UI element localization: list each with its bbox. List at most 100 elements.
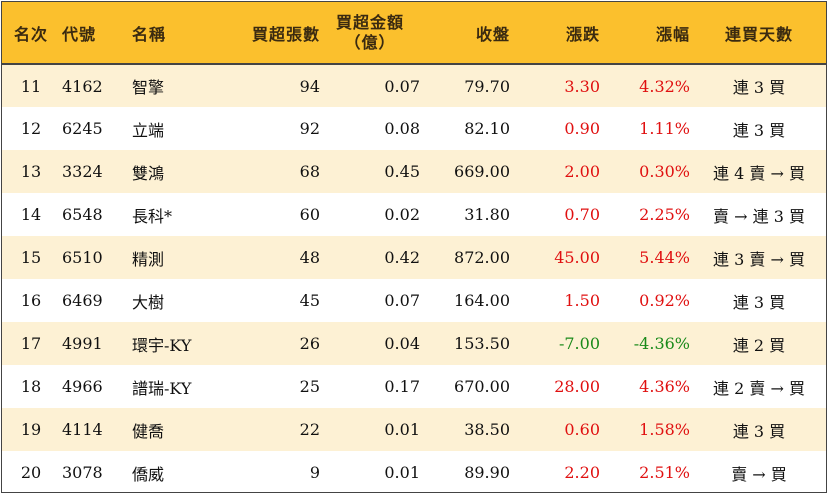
header-name: 名稱 (130, 2, 226, 65)
cell-change: 28.00 (554, 377, 600, 396)
cell-streak: 連 3 買 (732, 78, 786, 97)
table-row: 14 6548 長科* 60 0.02 31.80 0.70 2.25% 賣 →… (2, 193, 826, 236)
header-row: 名次 代號 名稱 買超張數 買超金額 （億） 收盤 漲跌 漲幅 連買天數 (2, 2, 826, 65)
cell-streak: 連 2 買 (732, 335, 786, 355)
cell-change: 2.00 (564, 162, 600, 181)
cell-code: 6510 (62, 248, 103, 267)
cell-close: 79.70 (464, 76, 510, 96)
cell-lots: 26 (299, 334, 320, 353)
cell-amount: 0.01 (384, 463, 420, 482)
cell-close: 670.00 (454, 377, 510, 396)
cell-code: 4162 (62, 76, 103, 96)
cell-lots: 60 (299, 205, 320, 224)
cell-name: 智擎 (132, 78, 165, 97)
cell-change: -7.00 (558, 334, 600, 353)
cell-streak: 連 3 買 (732, 421, 786, 441)
cell-close: 669.00 (454, 162, 510, 181)
cell-pct: 4.32% (639, 76, 690, 96)
table-row: 12 6245 立端 92 0.08 82.10 0.90 1.11% 連 3 … (2, 107, 826, 150)
cell-amount: 0.04 (384, 334, 420, 353)
cell-rank: 11 (20, 76, 42, 96)
cell-pct: 5.44% (639, 248, 690, 267)
cell-lots: 94 (299, 76, 320, 96)
cell-rank: 20 (20, 463, 42, 482)
table-row: 19 4114 健喬 22 0.01 38.50 0.60 1.58% 連 3 … (2, 408, 826, 451)
header-net-buy-amount-line2: （億） (344, 32, 396, 52)
cell-lots: 9 (309, 463, 320, 482)
cell-streak: 連 3 買 (732, 292, 786, 312)
cell-change: 0.60 (564, 420, 600, 439)
cell-streak: 連 4 賣 → 買 (713, 163, 805, 183)
table-row: 20 3078 僑威 9 0.01 89.90 2.20 2.51% 賣 → 買 (2, 451, 826, 492)
cell-change: 0.90 (564, 119, 600, 138)
header-net-buy-amount: 買超金額 （億） (320, 2, 420, 65)
cell-pct: 1.11% (639, 119, 690, 138)
cell-name: 精測 (132, 249, 165, 269)
header-code: 代號 (60, 2, 130, 65)
cell-streak: 連 3 賣 → 買 (713, 249, 805, 269)
cell-amount: 0.17 (384, 377, 420, 396)
table-row: 17 4991 環宇-KY 26 0.04 153.50 -7.00 -4.36… (2, 322, 826, 365)
header-net-buy-amount-line1: 買超金額 (335, 12, 404, 32)
cell-close: 164.00 (454, 291, 510, 310)
cell-rank: 18 (20, 377, 42, 396)
header-net-buy-lots: 買超張數 (226, 2, 320, 65)
table-body: 11 4162 智擎 94 0.07 79.70 3.30 4.32% 連 3 … (2, 64, 826, 492)
cell-streak: 連 3 買 (732, 120, 786, 140)
cell-amount: 0.07 (384, 76, 420, 96)
cell-name: 雙鴻 (132, 163, 165, 183)
cell-close: 82.10 (464, 119, 510, 138)
cell-pct: 0.30% (639, 162, 690, 181)
cell-rank: 13 (20, 162, 42, 181)
cell-pct: 2.25% (639, 205, 690, 224)
header-close: 收盤 (420, 2, 510, 65)
cell-lots: 22 (299, 420, 320, 439)
cell-close: 31.80 (464, 205, 510, 224)
cell-streak: 賣 → 買 (731, 464, 787, 484)
table-row: 13 3324 雙鴻 68 0.45 669.00 2.00 0.30% 連 4… (2, 150, 826, 193)
cell-name: 健喬 (132, 421, 165, 441)
cell-amount: 0.45 (384, 162, 420, 181)
header-change: 漲跌 (510, 2, 600, 65)
cell-code: 4991 (62, 334, 103, 353)
cell-streak: 連 2 賣 → 買 (713, 378, 805, 398)
cell-pct: 2.51% (639, 463, 690, 482)
cell-streak: 賣 → 連 3 買 (713, 206, 805, 226)
cell-name: 大樹 (132, 292, 165, 312)
cell-name: 僑威 (132, 464, 165, 484)
cell-amount: 0.07 (384, 291, 420, 310)
cell-rank: 19 (20, 420, 42, 439)
table-row: 11 4162 智擎 94 0.07 79.70 3.30 4.32% 連 3 … (2, 64, 826, 107)
cell-change: 3.30 (564, 76, 600, 96)
cell-rank: 12 (20, 119, 42, 138)
cell-pct: 4.36% (639, 377, 690, 396)
header-pct: 漲幅 (600, 2, 690, 65)
cell-name: 長科* (132, 206, 173, 226)
cell-name: 立端 (132, 120, 165, 140)
cell-code: 4114 (62, 420, 103, 439)
cell-lots: 68 (299, 162, 320, 181)
cell-change: 1.50 (564, 291, 600, 310)
cell-name: 環宇-KY (132, 335, 192, 355)
cell-close: 89.90 (464, 463, 510, 482)
cell-code: 3324 (62, 162, 103, 181)
cell-amount: 0.01 (384, 420, 420, 439)
cell-code: 4966 (62, 377, 103, 396)
cell-lots: 48 (299, 248, 320, 267)
header-streak: 連買天數 (690, 2, 826, 65)
header-rank: 名次 (2, 2, 60, 65)
cell-lots: 25 (299, 377, 320, 396)
cell-pct: 0.92% (639, 291, 690, 310)
cell-code: 6245 (62, 119, 103, 138)
cell-rank: 15 (20, 248, 42, 267)
cell-rank: 16 (20, 291, 42, 310)
cell-lots: 45 (299, 291, 320, 310)
cell-change: 0.70 (564, 205, 600, 224)
cell-amount: 0.02 (384, 205, 420, 224)
cell-change: 45.00 (554, 248, 600, 267)
cell-rank: 17 (20, 334, 42, 353)
cell-close: 872.00 (454, 248, 510, 267)
table-row: 18 4966 譜瑞-KY 25 0.17 670.00 28.00 4.36%… (2, 365, 826, 408)
